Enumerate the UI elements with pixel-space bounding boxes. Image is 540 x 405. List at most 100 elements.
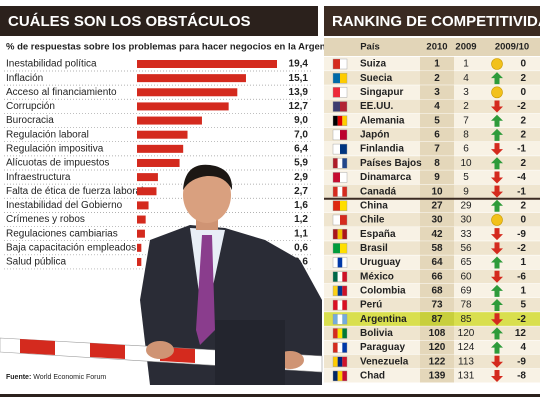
flag-border [332, 129, 348, 141]
country: Argentina [360, 314, 407, 325]
category-label: Regulación impositiva [6, 143, 104, 154]
year-cell-bg [420, 71, 454, 86]
category-label: Acceso al financiamiento [6, 87, 117, 98]
chart-subtitle: % de respuestas sobre los problemas para… [6, 42, 343, 53]
value-label: 6,4 [294, 143, 308, 154]
rank-2010: 42 [431, 229, 443, 240]
flag [342, 300, 347, 311]
rank-2010: 9 [434, 172, 440, 183]
value-label: 0,6 [294, 242, 308, 253]
flag [333, 300, 338, 311]
table-header-bg [324, 38, 540, 56]
flag-border [332, 115, 348, 126]
flag [340, 129, 347, 140]
trend-down [491, 270, 503, 283]
year-cell-bg [420, 326, 454, 341]
flag [333, 314, 338, 325]
year-cell-bg [420, 141, 454, 157]
country: Japón [360, 130, 389, 141]
flag-border [332, 87, 348, 98]
flag [342, 257, 347, 268]
country: Suiza [360, 59, 387, 70]
change: 0 [520, 59, 526, 70]
trend-flat [491, 214, 503, 226]
year-cell-bg [420, 241, 454, 256]
trend-down [491, 313, 503, 326]
change: -2 [517, 243, 526, 254]
flag [333, 158, 338, 169]
value-label: 1,6 [294, 200, 308, 211]
flag [333, 200, 340, 211]
year-cell-bg [420, 198, 454, 213]
value-label: 2,9 [294, 172, 308, 183]
rank-2009: 113 [458, 356, 474, 367]
year-cell-bg [420, 85, 454, 100]
rank-2010: 68 [431, 286, 443, 297]
year-cell-bg [420, 354, 454, 369]
flag [333, 257, 338, 268]
flag [337, 328, 343, 339]
source-label: Fuente: [6, 374, 31, 381]
flag [333, 243, 340, 254]
country: Países Bajos [360, 158, 422, 169]
flag-border [332, 158, 348, 169]
flag [337, 314, 343, 325]
rank-2010: 4 [434, 101, 440, 112]
source: Fuente: World Economic Forum [6, 374, 106, 381]
country: México [360, 271, 394, 282]
rank-2009: 6 [463, 144, 469, 155]
country: Suecia [360, 73, 393, 84]
flag [342, 314, 347, 325]
rank-2009: 1 [463, 59, 469, 70]
flag [337, 300, 343, 311]
flag [340, 214, 347, 225]
change: -9 [517, 356, 526, 367]
year-cell-bg [420, 269, 454, 284]
trend-up [491, 256, 503, 269]
flag [342, 115, 347, 126]
change: 12 [515, 328, 527, 339]
category-label: Baja capacitación empleados [6, 242, 136, 253]
trend-up [491, 128, 503, 141]
flag [333, 186, 338, 197]
flag-border [332, 172, 348, 183]
rank-2009: 85 [460, 314, 472, 325]
country: Paraguay [360, 342, 405, 353]
flag-border [332, 214, 348, 226]
flag-border [332, 342, 348, 353]
rank-2010: 122 [429, 356, 446, 367]
category-label: Inflación [6, 73, 43, 84]
flag [342, 186, 347, 197]
title-bar [0, 6, 318, 36]
rank-2010: 27 [431, 200, 443, 211]
flag [333, 129, 340, 140]
rank-2010: 73 [431, 300, 443, 311]
flag [342, 342, 347, 353]
flag-border [332, 143, 348, 155]
rank-2010: 87 [431, 314, 443, 325]
country: EE.UU. [360, 101, 394, 112]
flag [333, 356, 338, 367]
flag [333, 328, 338, 339]
flag [340, 144, 347, 155]
flag-border [332, 356, 348, 367]
year-cell-bg [420, 255, 454, 270]
flag [342, 285, 347, 296]
column-header: 2009/10 [495, 42, 529, 53]
year-cell-bg [420, 99, 454, 114]
rank-2010: 5 [434, 115, 440, 126]
flag [340, 101, 347, 112]
category-label: Alícuotas de impuestos [6, 158, 109, 169]
bar [137, 215, 146, 224]
country: China [360, 200, 388, 211]
bar [137, 144, 184, 153]
category-label: Infraestructura [6, 172, 71, 183]
change: -9 [517, 229, 526, 240]
bar [137, 60, 277, 68]
country: Uruguay [360, 257, 401, 268]
flag [333, 101, 340, 112]
trend-up [491, 157, 503, 170]
value-label: 5,9 [294, 158, 308, 169]
flag-border [332, 257, 348, 268]
